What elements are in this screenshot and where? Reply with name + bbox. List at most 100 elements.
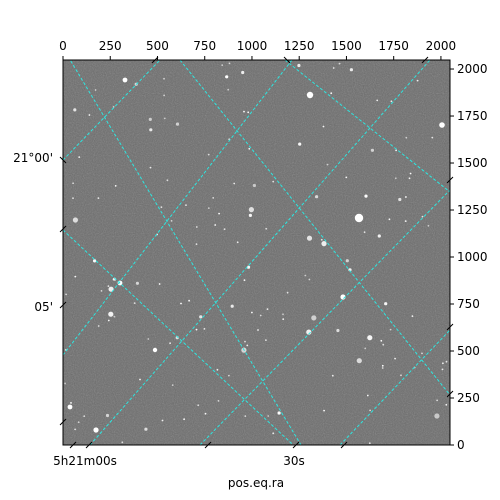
star <box>161 419 164 422</box>
star <box>93 259 97 263</box>
star <box>368 442 371 445</box>
star <box>163 94 166 97</box>
star <box>409 172 412 175</box>
top-tick-label: 1250 <box>284 39 315 53</box>
star <box>394 357 396 360</box>
star <box>380 339 383 342</box>
star <box>384 302 388 306</box>
bright-star <box>306 91 314 99</box>
ra-grid-line <box>63 229 294 445</box>
star <box>244 340 246 343</box>
right-tick-label: 1250 <box>457 203 488 217</box>
star <box>408 177 411 180</box>
ra-grid-line <box>179 60 450 396</box>
star <box>272 180 275 183</box>
star <box>282 313 284 316</box>
ra-axis-title: pos.eq.ra <box>228 476 284 490</box>
star <box>308 278 311 281</box>
star <box>166 179 169 182</box>
star <box>277 411 281 415</box>
dec-grid-line <box>63 60 161 161</box>
star <box>381 364 384 367</box>
star <box>185 204 187 207</box>
star <box>180 302 182 305</box>
star <box>233 182 236 185</box>
star <box>108 311 114 317</box>
star <box>421 352 423 355</box>
star <box>74 428 76 431</box>
star <box>195 226 198 228</box>
right-pixel-axis: 0 250 500 750 1000 1250 1500 1750 2000 <box>450 62 488 452</box>
star <box>72 182 74 185</box>
star <box>78 156 81 159</box>
star <box>381 367 384 369</box>
star <box>411 315 414 317</box>
star <box>257 329 259 331</box>
star <box>218 212 221 215</box>
star <box>356 358 362 364</box>
star <box>405 136 408 139</box>
right-tick-label: 1000 <box>457 250 488 264</box>
star <box>73 108 77 112</box>
top-tick-label: 750 <box>193 39 216 53</box>
star <box>244 415 247 417</box>
star <box>228 62 231 65</box>
plot-frame <box>62 59 451 446</box>
star <box>97 197 100 200</box>
star <box>97 325 100 327</box>
star <box>400 374 402 377</box>
top-pixel-axis: 0 250 500 750 1000 1250 1500 1750 2000 <box>59 39 456 60</box>
star <box>88 114 91 116</box>
star <box>72 197 74 200</box>
star <box>442 362 444 365</box>
star <box>376 99 379 102</box>
star <box>321 241 327 247</box>
star <box>228 374 230 377</box>
dec-tick-label: 05' <box>34 300 53 314</box>
star <box>367 335 373 341</box>
star <box>195 243 198 246</box>
star <box>149 166 152 169</box>
star <box>139 378 141 381</box>
right-tick-label: 2000 <box>457 62 488 76</box>
star <box>265 339 267 341</box>
star <box>183 418 186 421</box>
bright-star <box>152 347 158 353</box>
star <box>72 217 78 223</box>
star <box>311 315 317 321</box>
star <box>70 402 72 404</box>
star <box>248 147 251 150</box>
bright-star <box>354 213 364 223</box>
star <box>64 382 66 385</box>
star <box>395 149 397 152</box>
star <box>135 281 139 285</box>
star <box>195 328 198 331</box>
star <box>121 441 124 444</box>
coordinate-grid <box>63 60 450 445</box>
top-tick-label: 0 <box>59 39 67 53</box>
star <box>203 328 206 330</box>
star <box>445 360 448 363</box>
star <box>223 228 226 231</box>
star <box>65 293 67 296</box>
star <box>169 342 172 345</box>
star <box>105 413 110 418</box>
right-tick-label: 500 <box>457 344 480 358</box>
star <box>265 227 268 230</box>
sky-image <box>63 60 450 445</box>
bright-star <box>93 427 99 433</box>
star <box>241 70 245 75</box>
star <box>366 394 369 397</box>
star <box>267 415 270 417</box>
star <box>332 67 335 69</box>
dec-grid-line <box>339 329 450 445</box>
star <box>158 283 161 285</box>
star <box>345 259 349 263</box>
star <box>349 68 353 72</box>
ra-tick-label: 30s <box>283 454 305 468</box>
star <box>163 77 165 80</box>
star <box>297 63 301 68</box>
bright-star <box>439 122 445 128</box>
star <box>336 328 340 333</box>
star <box>100 290 103 292</box>
